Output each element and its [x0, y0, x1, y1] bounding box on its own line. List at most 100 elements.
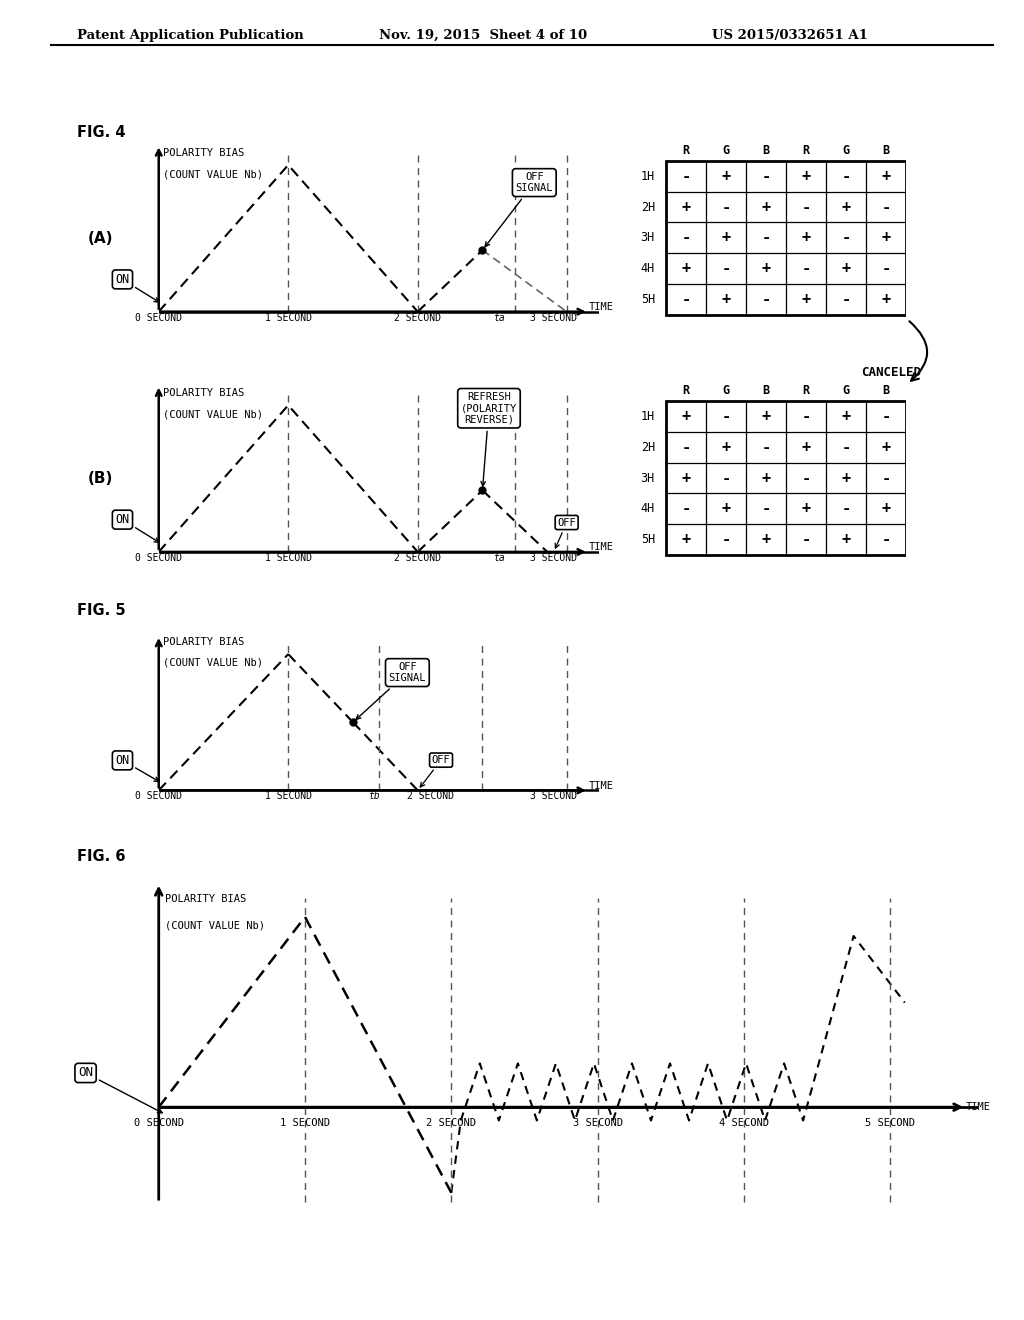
Text: (COUNT VALUE Nb): (COUNT VALUE Nb) [165, 920, 264, 931]
Text: -: - [802, 199, 811, 215]
Text: (A): (A) [88, 231, 114, 246]
Text: POLARITY BIAS: POLARITY BIAS [163, 388, 244, 397]
Text: +: + [802, 292, 811, 308]
Text: +: + [842, 532, 851, 548]
Text: +: + [842, 199, 851, 215]
Text: -: - [842, 169, 851, 183]
Text: +: + [721, 230, 730, 246]
Text: +: + [681, 199, 690, 215]
Text: +: + [721, 502, 730, 516]
Text: +: + [681, 409, 690, 424]
Text: -: - [721, 532, 730, 548]
Text: +: + [842, 409, 851, 424]
Text: G: G [843, 144, 850, 157]
Text: +: + [882, 440, 891, 455]
Text: -: - [882, 532, 891, 548]
Text: -: - [721, 199, 730, 215]
Text: -: - [802, 532, 811, 548]
Text: 1H: 1H [641, 170, 655, 182]
Text: 2 SECOND: 2 SECOND [426, 1118, 476, 1129]
Text: -: - [842, 440, 851, 455]
Text: 2 SECOND: 2 SECOND [408, 791, 455, 801]
Text: +: + [681, 261, 690, 276]
Text: 1 SECOND: 1 SECOND [280, 1118, 330, 1129]
Text: -: - [842, 230, 851, 246]
Text: -: - [681, 230, 690, 246]
Text: +: + [762, 532, 770, 548]
Text: 0 SECOND: 0 SECOND [135, 553, 182, 564]
Text: G: G [843, 384, 850, 397]
Text: +: + [762, 470, 770, 486]
Text: REFRESH
(POLARITY
REVERSE): REFRESH (POLARITY REVERSE) [461, 392, 517, 486]
Text: -: - [882, 199, 891, 215]
Text: -: - [681, 440, 690, 455]
Text: -: - [842, 292, 851, 308]
Text: -: - [762, 230, 770, 246]
Bar [666, 401, 906, 556]
Text: 5H: 5H [641, 533, 655, 546]
Text: FIG. 6: FIG. 6 [77, 849, 125, 863]
Text: 4H: 4H [641, 263, 655, 275]
Text: -: - [681, 169, 690, 183]
Text: +: + [721, 440, 730, 455]
Text: ON: ON [116, 273, 159, 302]
Text: POLARITY BIAS: POLARITY BIAS [163, 638, 244, 647]
Text: -: - [721, 261, 730, 276]
Text: 1 SECOND: 1 SECOND [265, 791, 311, 801]
Text: -: - [802, 409, 811, 424]
Text: 3 SECOND: 3 SECOND [530, 791, 578, 801]
Text: +: + [882, 292, 891, 308]
Text: +: + [842, 261, 851, 276]
Text: +: + [802, 169, 811, 183]
Text: -: - [721, 409, 730, 424]
Text: FIG. 5: FIG. 5 [77, 603, 125, 618]
Text: 1 SECOND: 1 SECOND [265, 553, 311, 564]
Text: +: + [802, 440, 811, 455]
Text: 1H: 1H [641, 411, 655, 422]
Text: OFF
SIGNAL: OFF SIGNAL [356, 661, 426, 719]
Text: Nov. 19, 2015  Sheet 4 of 10: Nov. 19, 2015 Sheet 4 of 10 [379, 29, 587, 42]
Text: +: + [882, 169, 891, 183]
Text: R: R [803, 384, 810, 397]
Text: 0 SECOND: 0 SECOND [134, 1118, 183, 1129]
Text: US 2015/0332651 A1: US 2015/0332651 A1 [712, 29, 867, 42]
Text: 2 SECOND: 2 SECOND [394, 553, 441, 564]
Text: +: + [802, 230, 811, 246]
Text: ta: ta [493, 553, 505, 564]
Text: -: - [802, 261, 811, 276]
Text: -: - [762, 169, 770, 183]
Text: R: R [803, 144, 810, 157]
Text: 2H: 2H [641, 201, 655, 214]
Text: 4H: 4H [641, 503, 655, 515]
Text: B: B [883, 144, 890, 157]
Text: +: + [762, 261, 770, 276]
Text: (COUNT VALUE Nb): (COUNT VALUE Nb) [163, 657, 262, 668]
Text: 2 SECOND: 2 SECOND [394, 313, 441, 323]
Text: ON: ON [116, 754, 159, 781]
Text: 0 SECOND: 0 SECOND [135, 791, 182, 801]
Text: -: - [882, 261, 891, 276]
Text: (COUNT VALUE Nb): (COUNT VALUE Nb) [163, 411, 262, 420]
Text: OFF: OFF [420, 755, 451, 787]
Text: TIME: TIME [589, 781, 613, 791]
Bar [666, 161, 906, 314]
Text: +: + [882, 230, 891, 246]
Text: +: + [882, 502, 891, 516]
Text: -: - [762, 502, 770, 516]
Text: 3 SECOND: 3 SECOND [572, 1118, 623, 1129]
Text: FIG. 4: FIG. 4 [77, 125, 125, 140]
Text: -: - [882, 470, 891, 486]
Text: +: + [842, 470, 851, 486]
Text: TIME: TIME [967, 1102, 991, 1113]
Text: TIME: TIME [589, 302, 613, 313]
Text: -: - [721, 470, 730, 486]
Text: 3 SECOND: 3 SECOND [530, 313, 578, 323]
Text: G: G [722, 384, 729, 397]
Text: 2H: 2H [641, 441, 655, 454]
Text: -: - [802, 470, 811, 486]
Text: 5 SECOND: 5 SECOND [865, 1118, 915, 1129]
Text: POLARITY BIAS: POLARITY BIAS [165, 894, 246, 904]
Text: +: + [802, 502, 811, 516]
Text: ta: ta [493, 313, 505, 323]
Text: 1 SECOND: 1 SECOND [265, 313, 311, 323]
